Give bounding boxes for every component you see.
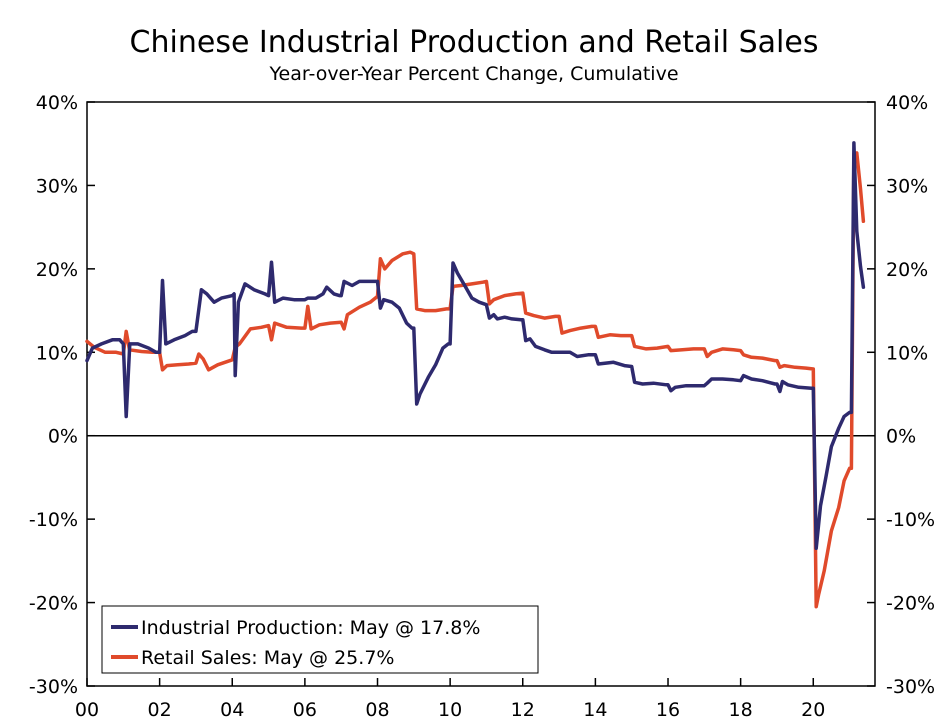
x-tick-label-9: 18 — [729, 699, 753, 721]
y-tick-label-left-1: 30% — [36, 175, 78, 197]
y-tick-label-right-0: 40% — [886, 92, 928, 114]
x-tick-label-7: 14 — [583, 699, 607, 721]
x-tick-label-10: 20 — [801, 699, 825, 721]
y-tick-label-left-7: -30% — [29, 676, 78, 698]
legend-box — [101, 605, 539, 674]
chart-title: Chinese Industrial Production and Retail… — [130, 25, 819, 60]
legend-label-industrial-production: Industrial Production: May @ 17.8% — [141, 617, 480, 639]
plot-frame — [86, 101, 876, 687]
x-tick-label-0: 00 — [75, 699, 99, 721]
x-tick-label-5: 10 — [438, 699, 462, 721]
y-tick-label-left-6: -20% — [29, 593, 78, 615]
x-tick-label-1: 02 — [148, 699, 172, 721]
x-tick-label-8: 16 — [656, 699, 680, 721]
y-tick-label-left-2: 20% — [36, 259, 78, 281]
y-tick-label-right-3: 10% — [886, 342, 928, 364]
y-tick-label-right-7: -30% — [886, 676, 935, 698]
x-tick-label-4: 08 — [365, 699, 389, 721]
series-layer — [85, 141, 866, 609]
y-tick-label-right-2: 20% — [886, 259, 928, 281]
y-tick-label-right-5: -10% — [886, 509, 935, 531]
x-tick-label-6: 12 — [511, 699, 535, 721]
y-tick-label-right-1: 30% — [886, 175, 928, 197]
series-line-0 — [85, 141, 866, 551]
chart-subtitle: Year-over-Year Percent Change, Cumulativ… — [268, 63, 678, 85]
y-tick-label-left-0: 40% — [36, 92, 78, 114]
series-line-1 — [85, 151, 866, 609]
axis-ticks: 40% 40% 30% 30% 20% 20% 10% 10% 0% 0% -10% -10% -20%… — [29, 92, 935, 721]
y-tick-label-left-3: 10% — [36, 342, 78, 364]
x-tick-label-2: 04 — [220, 699, 244, 721]
legend-label-retail-sales: Retail Sales: May @ 25.7% — [141, 647, 394, 669]
y-tick-label-right-4: 0% — [886, 426, 916, 448]
y-tick-label-left-4: 0% — [48, 426, 78, 448]
y-tick-label-right-6: -20% — [886, 593, 935, 615]
y-tick-label-left-5: -10% — [29, 509, 78, 531]
legend: Industrial Production: May @ 17.8% Retai… — [101, 605, 539, 674]
x-tick-label-3: 06 — [293, 699, 317, 721]
